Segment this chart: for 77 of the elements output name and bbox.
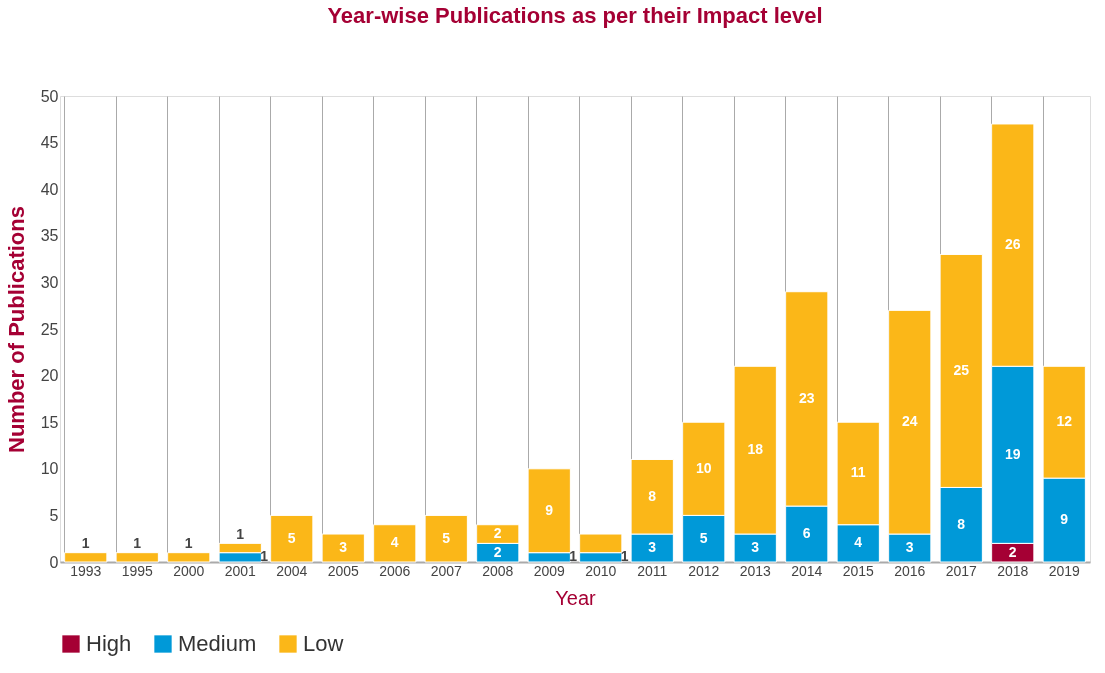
data-label: 19 [1004, 445, 1021, 462]
x-axis-title: Year [555, 586, 597, 609]
bar [167, 552, 211, 563]
data-label: 2 [493, 543, 502, 560]
data-label: 2 [493, 525, 502, 542]
x-tick-label: 2014 [791, 562, 823, 579]
data-label: 1 [620, 548, 629, 565]
x-tick-label: 2001 [224, 562, 257, 579]
data-label: 3 [648, 539, 657, 556]
x-tick-label: 2017 [945, 562, 978, 579]
x-tick-label: 2005 [327, 562, 360, 579]
y-tick-label: 30 [40, 273, 59, 291]
data-label: 9 [1060, 511, 1069, 528]
y-tick-label: 45 [40, 134, 59, 152]
x-tick-label: 1993 [70, 562, 102, 579]
bar [373, 524, 417, 563]
data-label: 8 [648, 487, 657, 504]
data-label: 1 [184, 535, 193, 552]
data-label: 11 [850, 464, 866, 481]
y-tick-label: 15 [40, 413, 59, 431]
x-tick-label: 2004 [276, 562, 308, 579]
x-tick-label: 2007 [430, 562, 463, 579]
y-axis-title: Number of Publications [3, 206, 29, 453]
x-tick-label: 2008 [482, 562, 514, 579]
x-tick-label: 2018 [997, 562, 1029, 579]
bar [64, 552, 108, 563]
y-tick-label: 10 [40, 460, 59, 478]
y-tick-label: 0 [49, 553, 59, 571]
x-tick-label: 2019 [1048, 562, 1081, 579]
data-label: 4 [390, 534, 399, 551]
data-label: 1 [236, 525, 245, 542]
y-tick-label: 25 [40, 320, 59, 338]
data-label: 1 [81, 535, 90, 552]
x-tick-label: 2000 [173, 562, 205, 579]
legend-label: Medium [178, 631, 257, 656]
data-label: 4 [854, 534, 863, 551]
data-label: 24 [901, 413, 918, 430]
data-label: 8 [957, 515, 966, 532]
data-label: 26 [1004, 236, 1021, 253]
x-tick-label: 2012 [688, 562, 720, 579]
x-tick-label: 2016 [894, 562, 926, 579]
chart-title: Year-wise Publications as per their Impact level [327, 3, 823, 28]
legend-label: High [86, 631, 132, 656]
data-label: 25 [953, 361, 970, 378]
data-label: 5 [287, 529, 296, 546]
data-label: 5 [442, 529, 451, 546]
data-label: 3 [339, 539, 348, 556]
x-tick-label: 1995 [121, 562, 154, 579]
data-label: 2 [1008, 543, 1017, 560]
y-tick-label: 35 [40, 227, 59, 245]
data-label: 3 [905, 539, 914, 556]
y-tick-label: 20 [40, 367, 59, 385]
x-tick-label: 2011 [637, 562, 668, 579]
bar [115, 552, 159, 563]
data-label: 1 [260, 548, 269, 565]
data-label: 12 [1056, 413, 1073, 430]
data-label: 23 [798, 389, 815, 406]
data-label: 6 [802, 525, 811, 542]
data-label: 10 [695, 459, 712, 476]
y-tick-label: 50 [40, 87, 59, 105]
legend-label: Low [303, 631, 344, 656]
data-label: 3 [751, 539, 760, 556]
x-tick-label: 2010 [585, 562, 617, 579]
y-tick-label: 5 [49, 506, 59, 524]
data-label: 9 [545, 501, 554, 518]
data-label: 5 [699, 529, 708, 546]
data-label: 1 [133, 535, 142, 552]
data-label: 1 [569, 548, 578, 565]
x-tick-label: 2013 [739, 562, 772, 579]
bar [321, 533, 365, 563]
x-tick-label: 2006 [379, 562, 411, 579]
data-label: 18 [747, 441, 764, 458]
bar [424, 514, 468, 563]
y-tick-label: 40 [40, 180, 59, 198]
bar [270, 514, 314, 563]
x-tick-label: 2009 [533, 562, 566, 579]
x-tick-label: 2015 [842, 562, 875, 579]
